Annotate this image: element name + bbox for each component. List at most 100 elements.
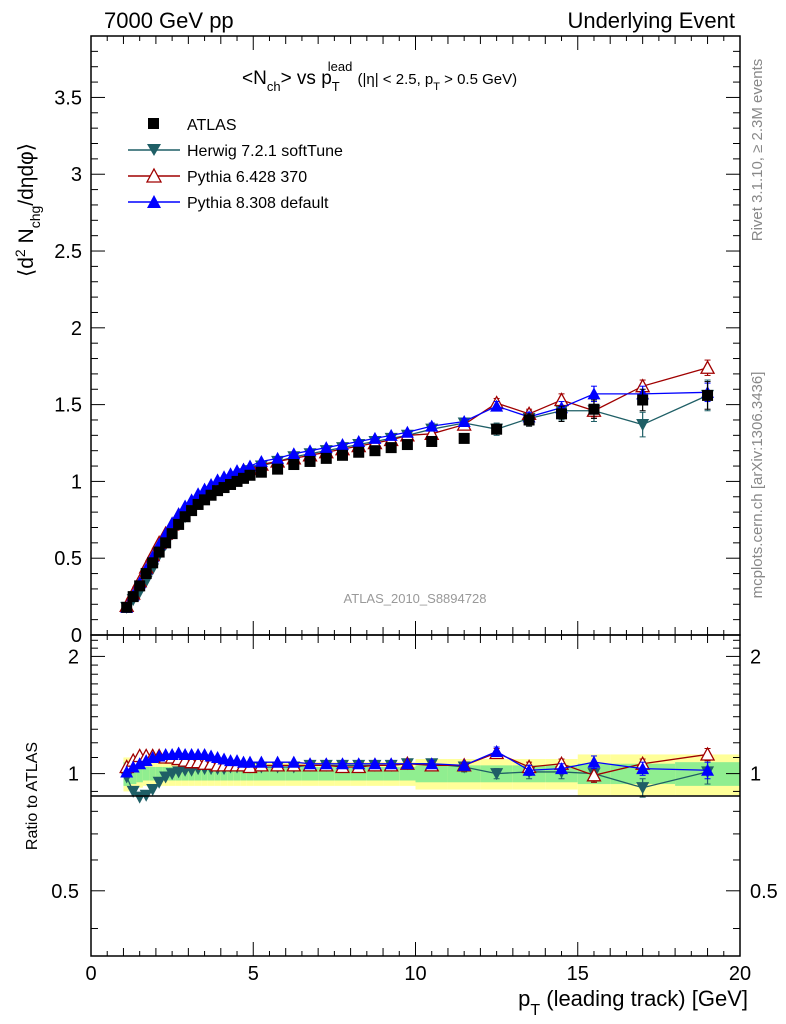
main-point-atlas <box>238 472 250 484</box>
main-point-atlas <box>353 446 365 458</box>
ratio-y-tick-label: 0.5 <box>51 881 79 903</box>
ratio-y-tick-label-right: 0.5 <box>750 881 778 903</box>
band-inner <box>155 766 163 781</box>
ratio-point-pythia-8-308-default <box>335 757 349 770</box>
main-point-atlas <box>205 489 217 501</box>
axis-ticks <box>90 36 741 956</box>
main-point-atlas <box>336 449 348 461</box>
legend-label-herwig: Herwig 7.2.1 softTune <box>187 143 343 160</box>
header-right: Underlying Event <box>567 8 735 33</box>
y-tick-label: 0 <box>71 625 82 647</box>
y-tick-label: 3 <box>71 164 82 186</box>
chart-marks <box>119 359 716 804</box>
main-point-pythia-8-308-default <box>490 399 504 412</box>
main-point-atlas <box>320 452 332 464</box>
main-point-pythia-8-308-default <box>254 454 268 467</box>
band-inner <box>233 766 241 781</box>
ratio-point-pythia-8-308-default <box>701 763 715 776</box>
main-point-pythia-8-308-default <box>352 434 366 448</box>
legend-marker-pythia8 <box>147 195 161 208</box>
ratio-point-pythia-8-308-default <box>457 758 471 771</box>
main-point-atlas <box>166 528 178 540</box>
main-point-atlas <box>134 580 146 592</box>
ratio-point-pythia-8-308-default <box>139 754 153 767</box>
ratio-point-pythia-8-308-default <box>271 755 285 768</box>
ratio-point-pythia-8-308-default <box>287 755 301 768</box>
legend-label-pythia6: Pythia 6.428 370 <box>187 169 307 186</box>
main-point-atlas <box>192 498 204 510</box>
main-point-atlas <box>179 511 191 523</box>
main-point-pythia-8-308-default <box>384 428 398 441</box>
svg-text:pT (leading track) [GeV]: pT (leading track) [GeV] <box>518 986 748 1019</box>
legend-label-atlas: ATLAS <box>187 117 237 134</box>
ratio-point-pythia-8-308-default <box>243 755 257 768</box>
main-point-atlas <box>369 445 381 457</box>
main-point-atlas <box>385 442 397 454</box>
ratio-point-pythia-8-308-default <box>490 744 504 757</box>
main-title: <Nch> vs pTlead (|η| < 2.5, pT > 0.5 GeV… <box>242 59 517 94</box>
header-left: 7000 GeV pp <box>104 8 234 33</box>
main-point-pythia-8-308-default <box>587 387 601 400</box>
ratio-y-tick-label-right: 1 <box>750 764 761 786</box>
main-point-atlas <box>288 459 300 471</box>
ratio-y-tick-label: 2 <box>68 646 79 668</box>
y-tick-label: 3.5 <box>54 87 82 109</box>
x-tick-label: 5 <box>248 963 259 985</box>
main-point-pythia-8-308-default <box>287 447 301 460</box>
main-point-atlas <box>272 463 284 475</box>
mcplots-info: mcplots.cern.ch [arXiv:1306.3436] <box>749 372 766 599</box>
band-inner <box>227 766 234 781</box>
ratio-point-pythia-6-428-370 <box>699 746 716 761</box>
main-point-atlas <box>147 557 159 569</box>
main-point-atlas <box>160 537 172 549</box>
ratio-point-pythia-8-308-default <box>636 762 650 775</box>
ratio-point-pythia-8-308-default <box>400 757 414 770</box>
ratio-point-herwig-7-2-1-softtune <box>152 776 166 789</box>
main-point-herwig-7-2-1-softtune <box>636 419 650 432</box>
main-point-atlas <box>173 518 185 530</box>
main-point-pythia-8-308-default <box>243 459 257 472</box>
ratio-y-tick-label-right: 2 <box>750 646 761 668</box>
ratio-point-pythia-8-308-default <box>368 757 382 770</box>
band-inner <box>136 765 143 783</box>
legend-marker-herwig <box>147 144 161 156</box>
band-inner <box>447 765 481 783</box>
band-inner <box>149 766 156 781</box>
ratio-point-pythia-8-308-default <box>126 760 140 773</box>
main-point-atlas <box>491 423 503 435</box>
main-point-pythia-8-308-default <box>303 444 317 457</box>
ratio-point-herwig-7-2-1-softtune <box>126 785 140 798</box>
main-point-pythia-8-308-default <box>457 415 471 428</box>
ratio-y-axis-label: Ratio to ATLAS <box>24 742 41 850</box>
band-inner <box>399 766 416 781</box>
ratio-point-pythia-8-308-default <box>254 755 268 768</box>
x-axis-label: pT (leading track) [GeV] <box>518 986 748 1019</box>
main-point-atlas <box>212 485 224 497</box>
ratio-point-herwig-7-2-1-softtune <box>636 782 650 795</box>
main-point-pythia-8-308-default <box>425 419 439 432</box>
svg-text:⟨d2 Nchg/dηdφ⟩: ⟨d2 Nchg/dηdφ⟩ <box>12 143 43 277</box>
main-y-axis-label: ⟨d2 Nchg/dηdφ⟩ <box>12 143 43 277</box>
band-inner <box>142 766 150 781</box>
main-point-atlas <box>588 403 600 415</box>
rivet-info: Rivet 3.1.10, ≥ 2.3M events <box>749 59 766 242</box>
main-point-atlas <box>231 475 243 487</box>
main-point-atlas <box>218 482 230 494</box>
ratio-point-pythia-8-308-default <box>587 755 601 768</box>
y-tick-label: 2 <box>71 318 82 340</box>
ratio-point-pythia-8-308-default <box>120 765 134 778</box>
ratio-point-pythia-8-308-default <box>319 757 333 770</box>
svg-text:<Nch> vs pTlead (|η| < 2.5, pT: <Nch> vs pTlead (|η| < 2.5, pT > 0.5 GeV… <box>242 59 517 94</box>
y-tick-label: 1 <box>71 471 82 493</box>
y-tick-label: 0.5 <box>54 548 82 570</box>
band-inner <box>246 766 254 781</box>
ratio-point-pythia-8-308-default <box>352 757 366 770</box>
analysis-watermark: ATLAS_2010_S8894728 <box>344 591 487 606</box>
band-inner <box>129 763 137 785</box>
main-point-atlas <box>523 414 535 426</box>
main-point-atlas <box>304 455 316 467</box>
main-point-atlas <box>225 478 237 490</box>
legend-marker-pythia6 <box>145 167 163 183</box>
ratio-point-pythia-8-308-default <box>303 757 317 770</box>
